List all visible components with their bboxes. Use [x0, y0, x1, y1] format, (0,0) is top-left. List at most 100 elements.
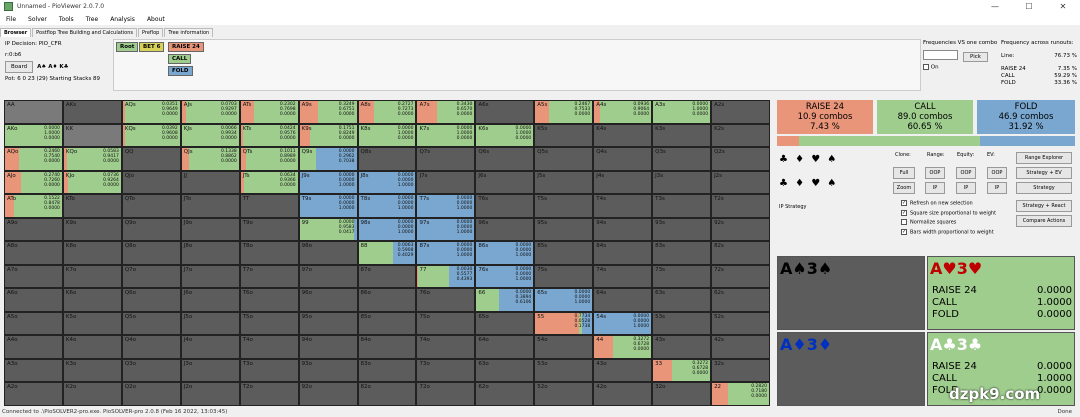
hand-cell-98o[interactable]: 98o [298, 241, 358, 265]
hand-cell-T9s[interactable]: 0.0000 0.0000 1.0000 T9s [298, 194, 358, 218]
line-bet[interactable]: BET 6 [139, 42, 165, 52]
full-button[interactable]: Full [893, 167, 915, 179]
hand-cell-QJo[interactable]: QJo [121, 170, 181, 195]
hand-cell-J4o[interactable]: J4o [180, 335, 240, 359]
hand-cell-74o[interactable]: 74o [416, 335, 476, 359]
hand-cell-K7s[interactable]: 0.0000 1.0000 0.0000 K7s [416, 123, 476, 148]
hand-cell-T6o[interactable]: T6o [239, 288, 299, 312]
hand-cell-Q8s[interactable]: Q8s [357, 147, 417, 171]
summary-call[interactable]: CALL 89.0 combos 60.65 % [877, 100, 973, 134]
hand-cell-K4o[interactable]: K4o [62, 335, 122, 359]
hand-cell-A9s[interactable]: 0.3249 0.6751 0.0000 A9s [298, 100, 358, 124]
summary-raise[interactable]: RAISE 24 10.9 combos 7.43 % [777, 100, 873, 134]
hand-cell-T5o[interactable]: T5o [239, 311, 299, 336]
hand-cell-AKo[interactable]: 0.0000 1.0000 0.0000 AKo [4, 123, 63, 148]
hand-cell-88[interactable]: 0.0063 0.5908 0.4029 88 [357, 241, 417, 265]
hand-cell-T3o[interactable]: T3o [239, 358, 299, 383]
hand-cell-T7o[interactable]: T7o [239, 264, 299, 289]
minimize-button[interactable]: — [991, 2, 999, 11]
menu-tree[interactable]: Tree [85, 15, 99, 23]
hand-cell-A2o[interactable]: A2o [4, 382, 63, 406]
refresh-checkbox[interactable] [901, 200, 907, 206]
hand-cell-K8o[interactable]: K8o [62, 241, 122, 265]
hand-cell-85o[interactable]: 85o [357, 311, 417, 336]
hand-cell-J3s[interactable]: J3s [652, 170, 712, 195]
summary-fold[interactable]: FOLD 46.9 combos 31.92 % [977, 100, 1075, 134]
hand-cell-92o[interactable]: 92o [298, 382, 358, 406]
hand-cell-82o[interactable]: 82o [357, 382, 417, 406]
hand-cell-32s[interactable]: 32s [711, 358, 770, 383]
hand-cell-52o[interactable]: 52o [534, 382, 594, 406]
hand-cell-Q6s[interactable]: Q6s [475, 147, 535, 171]
hand-cell-KJo[interactable]: 0.0736 0.9264 0.0000 KJo [62, 170, 122, 195]
hand-cell-J5s[interactable]: J5s [534, 170, 594, 195]
hand-cell-86o[interactable]: 86o [357, 288, 417, 312]
hand-cell-K5s[interactable]: K5s [534, 123, 594, 148]
combo-box[interactable]: A♣3♣ RAISE 24 0.0000 CALL 1.0000 FOLD 0.0000 [927, 332, 1075, 406]
tab-postflop[interactable]: Postflop Tree Building and Calculations [32, 28, 137, 37]
hand-cell-43s[interactable]: 43s [652, 335, 712, 359]
hand-cell-A5s[interactable]: 0.2467 0.7533 0.0000 A5s [534, 100, 594, 124]
hand-cell-T8o[interactable]: T8o [239, 241, 299, 265]
hand-cell-93o[interactable]: 93o [298, 358, 358, 383]
hand-cell-K2s[interactable]: K2s [711, 123, 770, 148]
hand-cell-T4s[interactable]: T4s [593, 194, 653, 218]
hand-cell-63o[interactable]: 63o [475, 358, 535, 383]
hand-cell-K7o[interactable]: K7o [62, 264, 122, 289]
pick-button[interactable]: Pick [963, 52, 988, 62]
hand-cell-JTo[interactable]: JTo [180, 194, 240, 218]
strategy-ev-button[interactable]: Strategy + EV [1016, 167, 1072, 179]
hand-cell-K9o[interactable]: K9o [62, 217, 122, 242]
hand-cell-65s[interactable]: 0.0000 0.0000 1.0000 65s [534, 288, 594, 312]
hand-cell-KJs[interactable]: 0.0066 0.9934 0.0000 KJs [180, 123, 240, 148]
hand-cell-97o[interactable]: 97o [298, 264, 358, 289]
hand-cell-96s[interactable]: 96s [475, 217, 535, 242]
tab-tree-information[interactable]: Tree information [164, 28, 214, 37]
hand-cell-Q8o[interactable]: Q8o [121, 241, 181, 265]
menu-solver[interactable]: Solver [28, 15, 47, 23]
hand-cell-94s[interactable]: 94s [593, 217, 653, 242]
combo-box[interactable]: A♦3♦ [777, 332, 925, 406]
hand-cell-A5o[interactable]: A5o [4, 311, 63, 336]
normalize-checkbox[interactable] [901, 219, 907, 225]
hand-cell-A3s[interactable]: 0.0000 1.0000 0.0000 A3s [652, 100, 712, 124]
equity-oop-button[interactable]: OOP [956, 167, 976, 179]
hand-cell-86s[interactable]: 0.0000 0.0000 1.0000 86s [475, 241, 535, 265]
hand-cell-95s[interactable]: 95s [534, 217, 594, 242]
hand-cell-K5o[interactable]: K5o [62, 311, 122, 336]
hand-cell-73s[interactable]: 73s [652, 264, 712, 289]
hand-cell-AJs[interactable]: 0.0703 0.9297 0.0000 AJs [180, 100, 240, 124]
hand-cell-Q7s[interactable]: Q7s [416, 147, 476, 171]
hand-cell-54s[interactable]: 0.0000 0.0000 1.0000 54s [593, 311, 653, 336]
hand-cell-Q2s[interactable]: Q2s [711, 147, 770, 171]
hand-cell-87o[interactable]: 87o [357, 264, 417, 289]
hand-cell-J7o[interactable]: J7o [180, 264, 240, 289]
hand-cell-A6o[interactable]: A6o [4, 288, 63, 312]
combo-input[interactable] [923, 50, 958, 60]
hand-cell-A3o[interactable]: A3o [4, 358, 63, 383]
hand-cell-KQs[interactable]: 0.0392 0.9608 0.0000 KQs [121, 123, 181, 148]
hand-cell-97s[interactable]: 0.0000 0.0000 1.0000 97s [416, 217, 476, 242]
maximize-button[interactable]: ☐ [1025, 2, 1033, 11]
hand-cell-A8s[interactable]: 0.2727 0.7273 0.0000 A8s [357, 100, 417, 124]
hand-cell-T6s[interactable]: T6s [475, 194, 535, 218]
hand-cell-76o[interactable]: 76o [416, 288, 476, 312]
hand-cell-K2o[interactable]: K2o [62, 382, 122, 406]
combo-box[interactable]: A♥3♥ RAISE 24 0.0000 CALL 1.0000 FOLD 0.0000 [927, 256, 1075, 330]
hand-cell-K3s[interactable]: K3s [652, 123, 712, 148]
hand-cell-Q5o[interactable]: Q5o [121, 311, 181, 336]
hand-cell-77[interactable]: 0.0030 0.5577 0.4393 77 [416, 264, 476, 289]
hand-cell-Q4s[interactable]: Q4s [593, 147, 653, 171]
hand-cell-95o[interactable]: 95o [298, 311, 358, 336]
hand-cell-K6o[interactable]: K6o [62, 288, 122, 312]
hand-cell-74s[interactable]: 74s [593, 264, 653, 289]
hand-cell-J8s[interactable]: 0.0000 0.0000 1.0000 J8s [357, 170, 417, 195]
hand-cell-KQo[interactable]: 0.0583 0.9417 0.0000 KQo [62, 147, 122, 171]
line-raise[interactable]: RAISE 24 [168, 42, 204, 52]
hand-cell-QTo[interactable]: QTo [121, 194, 181, 218]
hand-cell-T3s[interactable]: T3s [652, 194, 712, 218]
hand-cell-AA[interactable]: AA [4, 100, 63, 124]
line-call[interactable]: CALL [168, 54, 192, 64]
strategy-react-button[interactable]: Strategy + React [1016, 200, 1072, 212]
hand-cell-83o[interactable]: 83o [357, 358, 417, 383]
